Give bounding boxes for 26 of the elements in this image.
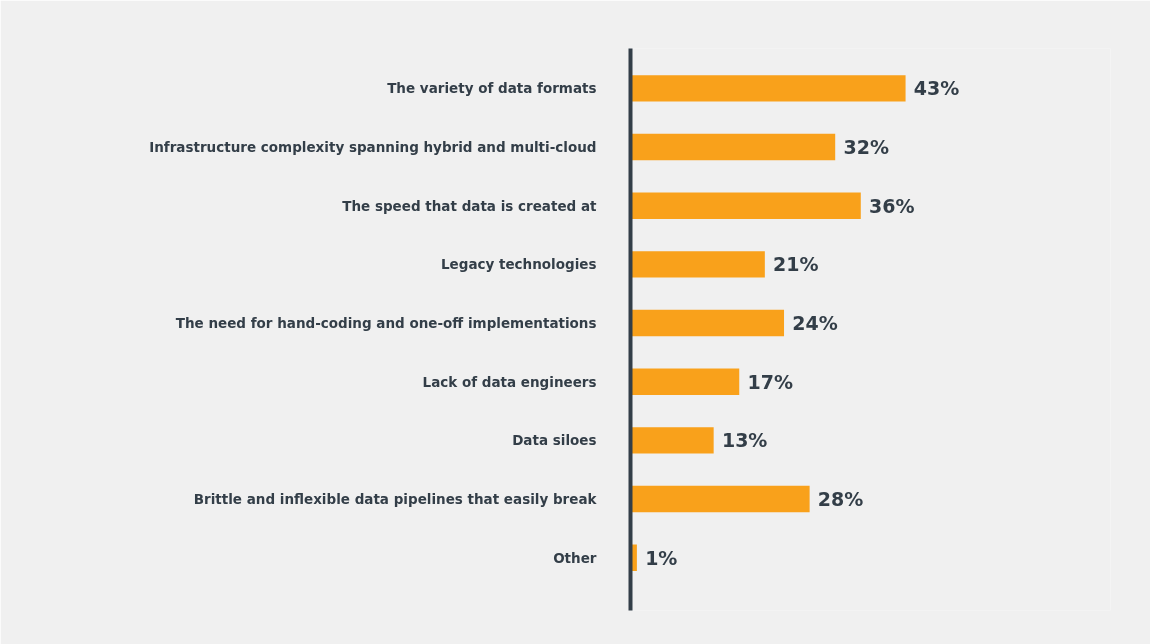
data-label: 1% [645,546,678,569]
bar [630,75,906,102]
bar [630,368,740,395]
y-tick-label: Legacy technologies [440,256,597,273]
data-label: 36% [869,194,915,217]
data-label: 28% [817,488,864,511]
y-tick-label: Lack of data engineers [422,373,597,390]
bar [630,309,785,337]
bar [630,192,861,219]
data-label: 32% [843,136,889,159]
y-tick-label: The variety of data formats [387,80,597,97]
bar [630,133,836,161]
data-label: 24% [792,312,838,335]
y-tick-label: The speed that data is created at [342,197,598,214]
y-tick-label: Other [553,549,597,566]
bar [630,485,810,513]
y-tick-label: The need for hand-coding and one-off implementations [175,315,597,332]
y-tick-label: Infrastructure complexity spanning hybrid and multi-cloud [149,139,597,156]
data-label: 43% [913,77,960,100]
bar [630,251,765,278]
data-label: 21% [773,253,819,276]
bar [630,427,714,454]
y-tick-label: Brittle and inflexible data pipelines that easily break [193,491,598,508]
data-label: 17% [747,370,793,393]
data-label: 13% [721,429,768,452]
y-tick-label: Data siloes [512,432,597,449]
